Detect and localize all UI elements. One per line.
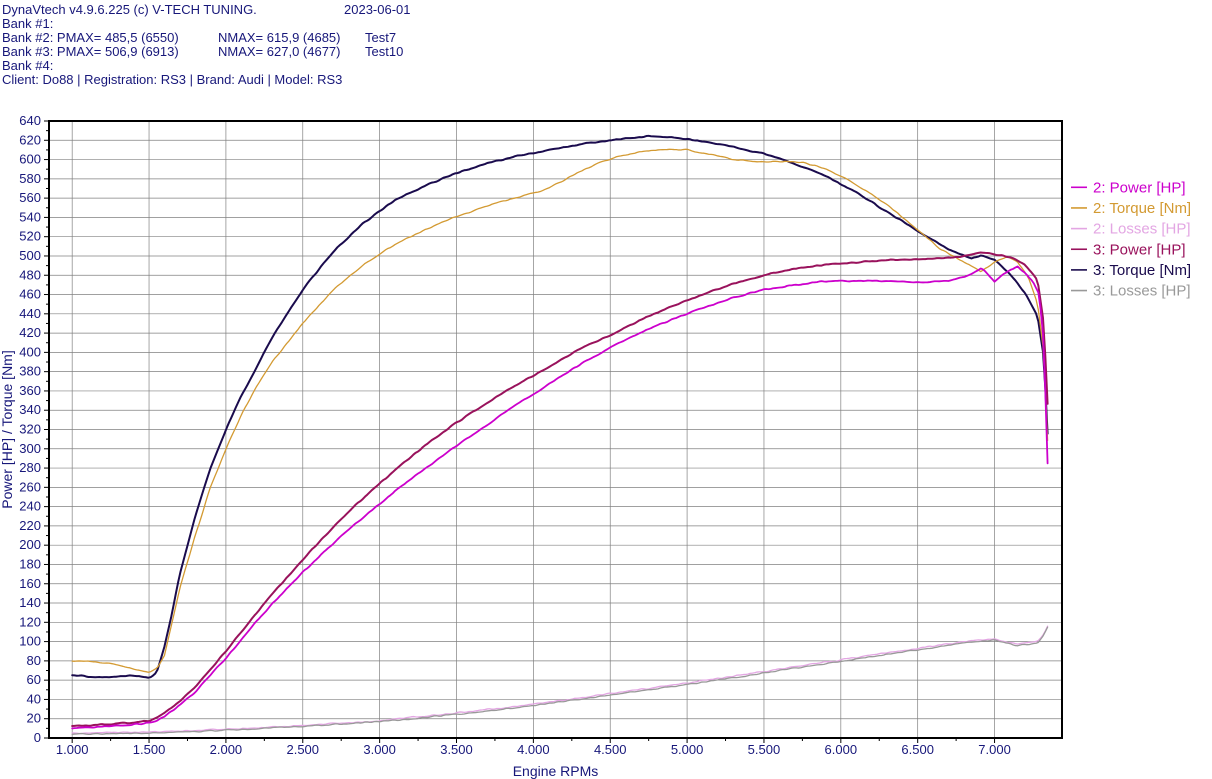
svg-text:1.500: 1.500 [133, 742, 166, 757]
svg-text:2.000: 2.000 [210, 742, 243, 757]
svg-text:220: 220 [19, 518, 41, 533]
svg-text:3.500: 3.500 [440, 742, 473, 757]
svg-text:200: 200 [19, 537, 41, 552]
svg-text:4.000: 4.000 [517, 742, 550, 757]
svg-text:3: Power [HP]: 3: Power [HP] [1093, 241, 1186, 258]
svg-text:3: Torque [Nm]: 3: Torque [Nm] [1093, 262, 1191, 279]
svg-text:440: 440 [19, 306, 41, 321]
svg-text:420: 420 [19, 325, 41, 340]
svg-text:520: 520 [19, 229, 41, 244]
svg-text:560: 560 [19, 190, 41, 205]
svg-text:5.000: 5.000 [671, 742, 704, 757]
svg-text:580: 580 [19, 171, 41, 186]
svg-text:80: 80 [27, 653, 41, 668]
svg-text:Engine RPMs: Engine RPMs [513, 763, 599, 779]
svg-text:280: 280 [19, 460, 41, 475]
svg-text:340: 340 [19, 402, 41, 417]
svg-text:3.000: 3.000 [363, 742, 396, 757]
svg-text:540: 540 [19, 209, 41, 224]
svg-text:640: 640 [19, 113, 41, 128]
svg-text:460: 460 [19, 287, 41, 302]
svg-text:300: 300 [19, 441, 41, 456]
svg-text:600: 600 [19, 152, 41, 167]
svg-text:400: 400 [19, 344, 41, 359]
svg-text:240: 240 [19, 499, 41, 514]
svg-text:4.500: 4.500 [594, 742, 627, 757]
svg-text:2.500: 2.500 [286, 742, 319, 757]
svg-text:20: 20 [27, 711, 41, 726]
svg-text:620: 620 [19, 132, 41, 147]
svg-text:140: 140 [19, 595, 41, 610]
svg-text:500: 500 [19, 248, 41, 263]
svg-text:120: 120 [19, 614, 41, 629]
svg-text:360: 360 [19, 383, 41, 398]
svg-text:2: Losses [HP]: 2: Losses [HP] [1093, 221, 1191, 238]
svg-text:Power [HP] / Torque [Nm]: Power [HP] / Torque [Nm] [0, 350, 15, 508]
svg-text:6.500: 6.500 [901, 742, 934, 757]
svg-text:6.000: 6.000 [825, 742, 858, 757]
svg-text:160: 160 [19, 576, 41, 591]
svg-text:380: 380 [19, 364, 41, 379]
svg-text:320: 320 [19, 422, 41, 437]
svg-text:3: Losses [HP]: 3: Losses [HP] [1093, 283, 1191, 300]
svg-text:7.000: 7.000 [978, 742, 1011, 757]
svg-text:260: 260 [19, 479, 41, 494]
svg-text:5.500: 5.500 [748, 742, 781, 757]
svg-text:100: 100 [19, 634, 41, 649]
svg-text:40: 40 [27, 691, 41, 706]
svg-text:2: Torque [Nm]: 2: Torque [Nm] [1093, 200, 1191, 217]
svg-text:0: 0 [34, 730, 41, 745]
svg-text:60: 60 [27, 672, 41, 687]
svg-text:2: Power [HP]: 2: Power [HP] [1093, 179, 1186, 196]
svg-text:180: 180 [19, 556, 41, 571]
svg-text:480: 480 [19, 267, 41, 282]
svg-text:1.000: 1.000 [56, 742, 89, 757]
